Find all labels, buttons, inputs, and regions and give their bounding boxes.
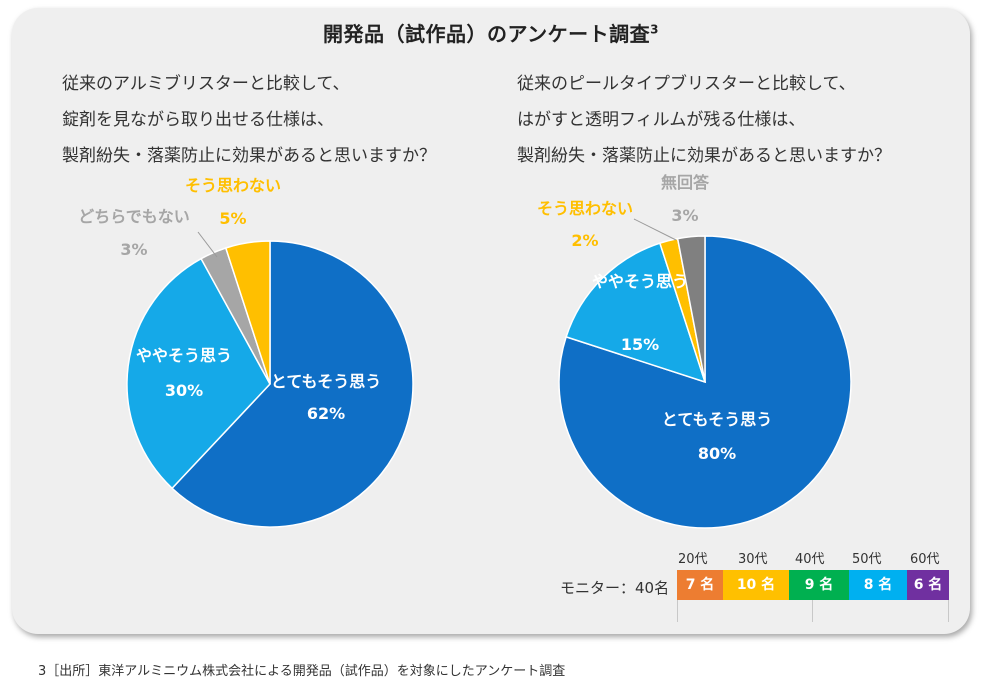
legend-30s: 30代 [738, 552, 768, 567]
pie2-label-no-name: そう思わない [537, 199, 633, 218]
divider [948, 600, 949, 622]
legend-50s: 50代 [852, 552, 882, 567]
pie1-label-neither-pct: 3% [120, 240, 147, 259]
pie1-label-no-name: そう思わない [185, 176, 281, 195]
pie1-slice-1 [126, 257, 271, 490]
pie2-slice-3 [676, 235, 706, 383]
pie1-label-somewhat-name: ややそう思う [136, 346, 232, 365]
legend-40s: 40代 [795, 552, 825, 567]
question-1: 従来のアルミブリスターと比較して、 錠剤を見ながら取り出せる仕様は、 製剤紛失・… [62, 74, 436, 166]
divider [812, 600, 813, 622]
pie2-slice-1 [565, 242, 707, 384]
leader-line-no [633, 218, 677, 241]
pie2-label-no-pct: 2% [571, 231, 598, 250]
monitor-bar-60s: 6 名 [907, 570, 949, 600]
pie1-leader-lines [197, 231, 218, 258]
monitor-bar-20s: 7 名 [677, 570, 723, 600]
pie2-label-very-name: とてもそう思う [662, 410, 772, 429]
page-title: 開発品（試作品）のアンケート調査3 [322, 22, 660, 46]
pie1-slice-0 [171, 240, 414, 528]
footnote: 3［出所］東洋アルミニウム株式会社による開発品（試作品）を対象にしたアンケート調… [38, 664, 566, 679]
pie-chart-2 [558, 235, 852, 529]
pie2-label-somewhat-pct: 15% [621, 335, 659, 354]
pie2-label-very-pct: 80% [698, 444, 736, 463]
divider [677, 600, 678, 622]
pie1-label-very-pct: 62% [307, 404, 345, 423]
pie2-label-na-name: 無回答 [661, 173, 710, 192]
monitor-bar-40s: 9 名 [789, 570, 849, 600]
pie1-label-very-name: とてもそう思う [271, 372, 381, 391]
pie1-label-somewhat-pct: 30% [165, 381, 203, 400]
pie1-label-neither-name: どちらでもない [78, 207, 190, 226]
legend-60s: 60代 [910, 552, 940, 567]
pie-chart-1 [126, 240, 414, 528]
pie2-leader-lines [633, 218, 677, 241]
question-2: 従来のピールタイプブリスターと比較して、 はがすと透明フィルムが残る仕様は、 製… [517, 74, 891, 166]
pie1-slice-3 [224, 240, 271, 385]
legend-20s: 20代 [678, 552, 708, 567]
pie2-label-somewhat-name: ややそう思う [592, 272, 688, 291]
monitor-bar-30s: 10 名 [723, 570, 789, 600]
leader-line-neither [197, 231, 218, 258]
monitor-total: モニター：40名 [560, 579, 670, 597]
pie2-label-na-pct: 3% [671, 206, 698, 225]
monitor-bar-50s: 8 名 [849, 570, 907, 600]
pie1-label-no-pct: 5% [219, 209, 246, 228]
